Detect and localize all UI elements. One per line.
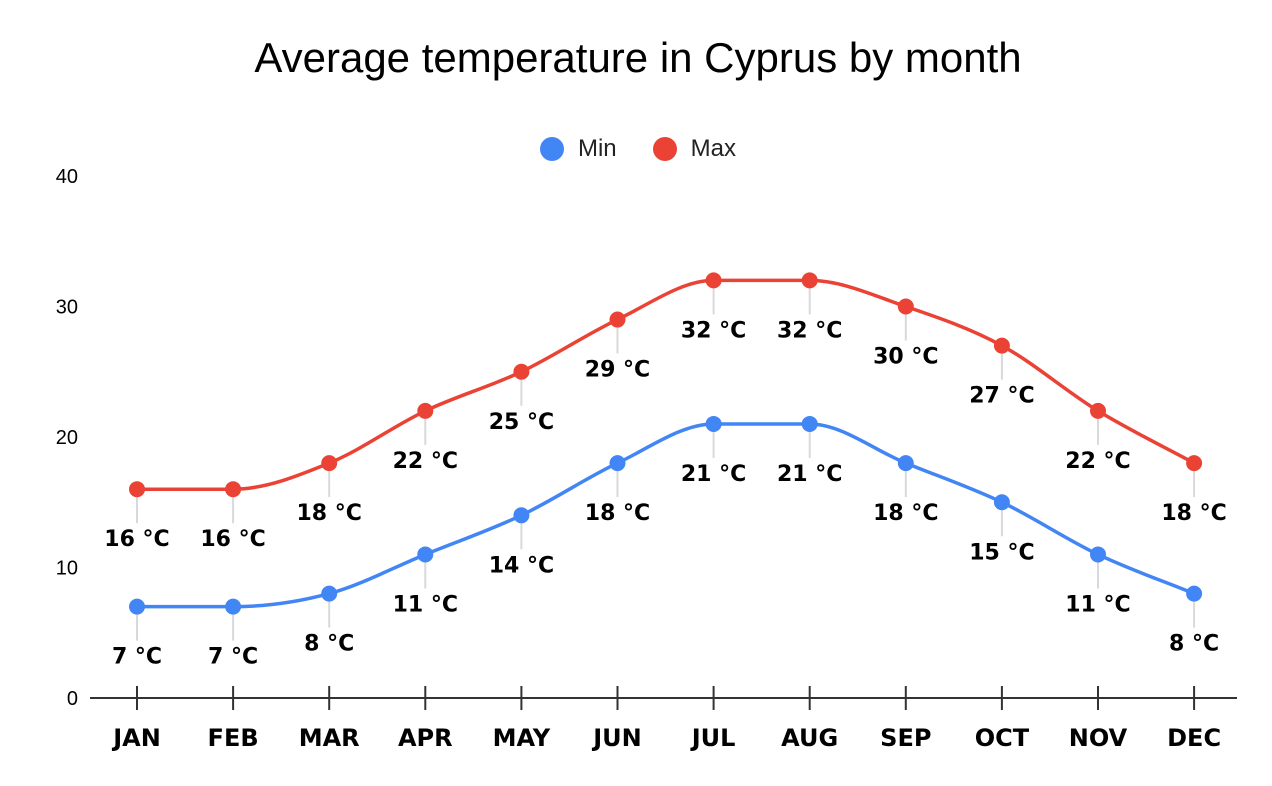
point-min <box>513 507 530 524</box>
point-max <box>417 402 434 419</box>
x-tick-label: AUG <box>781 724 838 752</box>
data-label-min: 15 °C <box>969 540 1034 565</box>
y-tick-label: 20 <box>56 427 78 449</box>
point-min <box>417 546 434 563</box>
point-max <box>1186 455 1203 472</box>
data-label-min: 7 °C <box>112 645 162 670</box>
data-label-min: 7 °C <box>208 645 258 670</box>
legend-label-max: Max <box>690 135 736 162</box>
x-tick-label: SEP <box>880 724 931 752</box>
y-tick-label: 10 <box>56 558 78 580</box>
data-label-min: 18 °C <box>585 501 650 526</box>
data-label-min: 14 °C <box>489 553 554 578</box>
point-min <box>1186 585 1203 602</box>
x-tick-label: NOV <box>1069 724 1128 752</box>
data-label-min: 21 °C <box>681 462 746 487</box>
x-tick-label: JUN <box>591 724 642 752</box>
data-label-min: 8 °C <box>304 632 354 657</box>
data-label-min: 18 °C <box>873 501 938 526</box>
data-label-max: 22 °C <box>393 449 458 474</box>
point-min <box>897 455 914 472</box>
y-tick-label: 30 <box>56 297 78 319</box>
data-label-max: 29 °C <box>585 358 650 383</box>
x-tick-label: OCT <box>975 724 1030 752</box>
x-tick-label: JAN <box>111 724 161 752</box>
legend-item-min[interactable]: Min <box>539 135 617 163</box>
point-max <box>129 481 145 498</box>
legend-swatch-min <box>539 137 564 161</box>
y-tick-label: 40 <box>56 166 78 188</box>
data-label-max: 16 °C <box>104 527 169 552</box>
point-min <box>801 415 818 432</box>
data-label-max: 18 °C <box>1161 501 1226 526</box>
x-tick-label: FEB <box>208 724 259 752</box>
x-tick-label: APR <box>398 724 453 752</box>
legend-item-max[interactable]: Max <box>652 135 736 163</box>
x-tick-label: MAY <box>493 724 551 752</box>
data-label-max: 30 °C <box>873 345 938 370</box>
x-tick-label: MAR <box>299 724 360 752</box>
data-label-min: 8 °C <box>1169 632 1219 657</box>
data-label-max: 25 °C <box>489 410 554 435</box>
point-max <box>993 337 1010 354</box>
legend: Min Max <box>0 135 1272 163</box>
point-min <box>993 494 1010 511</box>
point-min <box>705 415 722 432</box>
point-max <box>801 272 818 289</box>
data-label-max: 32 °C <box>777 318 842 343</box>
x-tick-label: JUL <box>690 724 736 752</box>
series-line-max <box>137 278 1195 491</box>
point-max <box>705 272 722 289</box>
point-min <box>225 598 242 615</box>
point-min <box>1090 546 1106 563</box>
point-min <box>609 455 626 472</box>
data-label-min: 11 °C <box>393 592 458 617</box>
point-max <box>513 363 530 380</box>
x-tick-label: DEC <box>1167 724 1221 752</box>
point-max <box>225 481 242 498</box>
data-label-max: 32 °C <box>681 318 746 343</box>
point-min <box>321 585 338 602</box>
legend-swatch-max <box>652 137 677 161</box>
data-label-max: 18 °C <box>296 501 361 526</box>
point-min <box>129 598 145 615</box>
legend-label-min: Min <box>577 135 617 162</box>
point-max <box>609 311 626 328</box>
point-max <box>321 455 338 472</box>
data-label-min: 11 °C <box>1065 592 1130 617</box>
y-tick-label: 0 <box>67 688 78 710</box>
data-label-max: 22 °C <box>1065 449 1130 474</box>
data-label-max: 16 °C <box>200 527 265 552</box>
data-label-min: 21 °C <box>777 462 842 487</box>
data-label-max: 27 °C <box>969 384 1034 409</box>
point-max <box>1090 402 1106 419</box>
chart-title: Average temperature in Cyprus by month <box>254 34 1022 81</box>
point-max <box>897 298 914 315</box>
